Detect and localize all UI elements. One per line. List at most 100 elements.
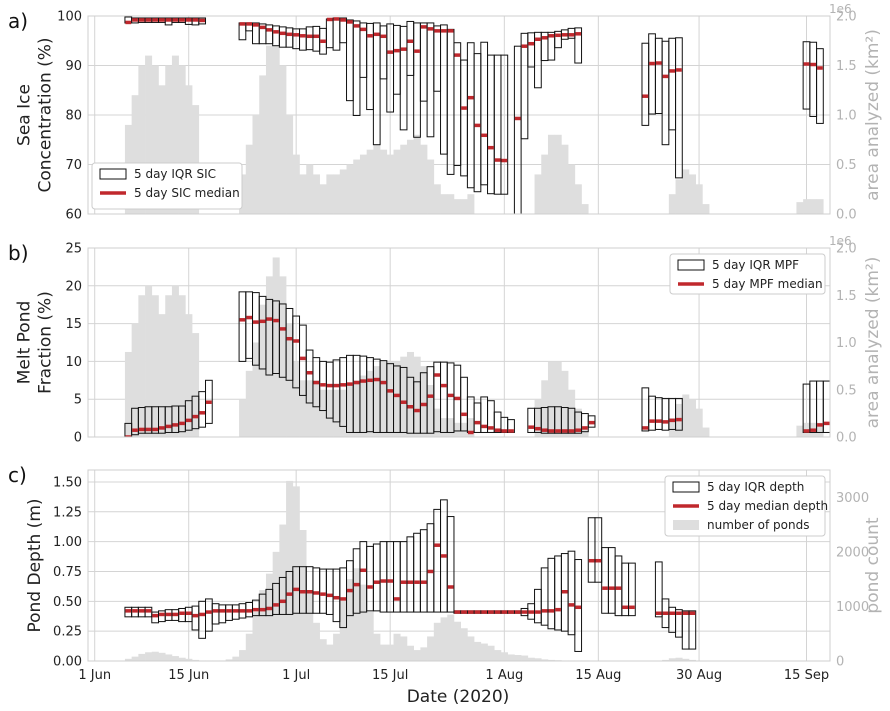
area-bar bbox=[252, 342, 260, 437]
area-bar bbox=[353, 380, 361, 437]
y-tick-label: 15 bbox=[65, 317, 82, 332]
area-bar bbox=[688, 659, 697, 661]
y2-tick-label: 2.0 bbox=[836, 10, 857, 25]
area-bar bbox=[554, 134, 562, 214]
area-bar bbox=[192, 333, 200, 437]
y-tick-label: 90 bbox=[65, 59, 82, 74]
area-bar bbox=[131, 323, 139, 437]
area-bar bbox=[413, 356, 421, 437]
iqr-box bbox=[574, 559, 583, 652]
area-bar bbox=[433, 184, 441, 214]
area-series bbox=[124, 45, 824, 214]
area-bar bbox=[232, 656, 240, 661]
legend: 5 day IQR SIC 5 day SIC median bbox=[91, 162, 243, 210]
area-bar bbox=[682, 169, 690, 214]
area-bar bbox=[688, 174, 697, 214]
area-bar bbox=[702, 427, 710, 437]
area-bar bbox=[312, 622, 320, 661]
iqr-boxes bbox=[124, 499, 697, 652]
area-bar bbox=[185, 85, 193, 214]
area-bar bbox=[380, 361, 388, 437]
area-bar bbox=[400, 144, 408, 214]
area-bar bbox=[373, 366, 381, 437]
area-bar bbox=[158, 652, 166, 661]
area-bar bbox=[225, 659, 233, 661]
area-bar bbox=[306, 590, 314, 661]
legend: 5 day IQR MPF 5 day MPF median bbox=[669, 253, 826, 295]
area-bar bbox=[131, 656, 139, 661]
x-tick-label: 15 Sep bbox=[784, 668, 829, 683]
area-bar bbox=[326, 389, 334, 437]
area-bar bbox=[662, 659, 670, 661]
area-bar bbox=[366, 149, 374, 214]
area-bar bbox=[413, 650, 421, 661]
legend-frame bbox=[91, 162, 243, 210]
area-bar bbox=[447, 614, 455, 661]
medians bbox=[125, 315, 830, 437]
iqr-box bbox=[520, 32, 529, 140]
area-bar bbox=[185, 658, 193, 661]
iqr-box bbox=[688, 610, 697, 650]
area-bar bbox=[312, 380, 320, 437]
plot-frame bbox=[87, 15, 831, 215]
y2-tick-label: 0.0 bbox=[836, 431, 857, 446]
x-tick-label: 1 Aug bbox=[485, 668, 523, 683]
area-bar bbox=[467, 636, 475, 661]
y-tick-label: 0.75 bbox=[53, 565, 82, 580]
area-bar bbox=[319, 639, 327, 661]
area-bar bbox=[413, 134, 421, 214]
area-bar bbox=[406, 139, 414, 214]
area-bar bbox=[460, 422, 468, 437]
legend-label: 5 day MPF median bbox=[712, 277, 823, 291]
iqr-box bbox=[675, 397, 683, 431]
legend-label: 5 day SIC median bbox=[134, 186, 240, 200]
iqr-box bbox=[587, 415, 596, 428]
area-bar bbox=[447, 418, 455, 437]
legend-swatch-iqr bbox=[99, 168, 127, 180]
area-bar bbox=[333, 174, 341, 214]
area-bar bbox=[239, 399, 247, 437]
y-axis-label: Concentration (%) bbox=[36, 37, 56, 192]
y-tick-label: 25 bbox=[65, 242, 82, 257]
area-bar bbox=[131, 95, 139, 214]
y2-tick-label: 0.0 bbox=[836, 208, 857, 223]
area-bar bbox=[568, 389, 576, 437]
area-bar bbox=[326, 644, 334, 661]
area-bar bbox=[380, 644, 388, 661]
area-bar bbox=[171, 55, 179, 214]
area-bar bbox=[668, 194, 676, 214]
area-bar bbox=[373, 633, 381, 661]
area-bar bbox=[400, 636, 408, 661]
area-bar bbox=[279, 524, 287, 661]
area-bar bbox=[796, 202, 804, 214]
iqr-box bbox=[816, 48, 824, 124]
area-bar bbox=[299, 174, 307, 214]
area-bar bbox=[675, 657, 683, 661]
y2-axis-label: pond count bbox=[863, 517, 883, 613]
area-bar bbox=[440, 194, 448, 214]
area-bar bbox=[816, 199, 824, 214]
legend-label: 5 day IQR MPF bbox=[712, 258, 799, 272]
y2-axis-label: area analyzed (km²) bbox=[863, 257, 883, 429]
iqr-box bbox=[675, 37, 683, 179]
area-bar bbox=[339, 600, 347, 661]
area-bar bbox=[406, 351, 414, 437]
area-bar bbox=[507, 654, 515, 661]
area-bar bbox=[151, 295, 159, 437]
area-bar bbox=[312, 174, 320, 214]
x-tick-label: 30 Aug bbox=[676, 668, 722, 683]
area-bar bbox=[816, 422, 824, 437]
area-bar bbox=[433, 408, 441, 437]
area-bar bbox=[192, 105, 200, 214]
iqr-box bbox=[654, 561, 663, 618]
iqr-boxes bbox=[124, 16, 824, 214]
area-bar bbox=[359, 584, 367, 661]
area-bar bbox=[346, 579, 354, 661]
area-bar bbox=[541, 659, 549, 661]
area-bar bbox=[299, 380, 307, 437]
area-bar bbox=[695, 184, 703, 214]
area-bar bbox=[286, 115, 294, 214]
area-bar bbox=[547, 361, 555, 437]
area-bar bbox=[333, 633, 341, 661]
